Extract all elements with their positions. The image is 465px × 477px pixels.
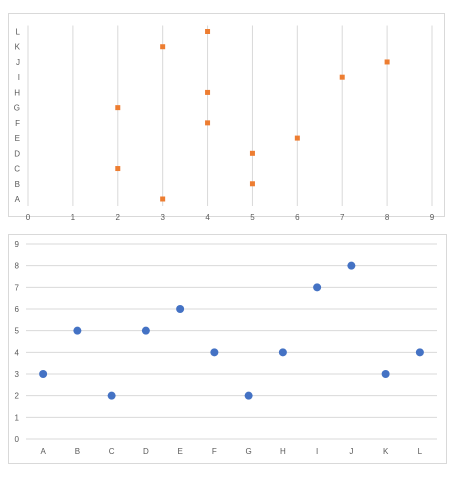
y-category-label: L: [16, 28, 21, 37]
x-tick-label: 4: [205, 213, 210, 222]
x-category-label: H: [280, 447, 286, 456]
data-point-E: [294, 135, 300, 141]
x-category-label: C: [109, 447, 115, 456]
x-category-label: G: [246, 447, 252, 456]
x-category-label: J: [349, 447, 353, 456]
y-tick-label: 6: [15, 305, 20, 314]
data-point-I: [313, 283, 322, 292]
y-tick-label: 9: [15, 240, 20, 249]
data-point-L: [205, 29, 211, 34]
data-point-H: [278, 348, 287, 357]
x-tick-label: 5: [250, 213, 255, 222]
y-tick-label: 4: [15, 348, 20, 357]
data-point-E: [176, 305, 185, 313]
x-tick-label: 6: [295, 213, 300, 222]
y-tick-label: 7: [15, 283, 20, 292]
data-point-C: [115, 166, 121, 172]
y-category-label: C: [14, 165, 20, 174]
y-tick-label: 5: [15, 327, 20, 336]
y-category-label: B: [15, 180, 20, 189]
data-point-B: [73, 326, 82, 335]
data-point-K: [381, 370, 390, 378]
data-point-G: [115, 105, 121, 111]
dot-plot-vertical: 0 1 2 3 4 5 6 7 8 9 A B C D E F G H I J K L: [8, 234, 447, 464]
y-category-label: A: [15, 195, 21, 204]
y-category-label: J: [16, 58, 20, 67]
dot-plot-vertical-svg: 0 1 2 3 4 5 6 7 8 9 A B C D E F G H I J K L: [15, 240, 437, 456]
y-tick-label: 3: [15, 370, 20, 379]
data-point-B: [249, 181, 255, 187]
y-category-label: D: [14, 149, 20, 158]
data-point-F: [210, 348, 219, 357]
data-point-D: [141, 326, 150, 335]
x-category-label: I: [316, 447, 318, 456]
data-point-L: [415, 348, 424, 357]
y-category-label: K: [15, 43, 21, 52]
x-category-label: L: [418, 447, 423, 456]
data-point-K: [160, 44, 166, 50]
data-point-H: [205, 89, 211, 95]
x-category-label: F: [212, 447, 217, 456]
y-tick-label: 2: [15, 392, 20, 401]
data-point-F: [205, 120, 211, 126]
y-tick-label: 8: [15, 262, 20, 271]
x-category-label: D: [143, 447, 149, 456]
x-tick-label: 2: [116, 213, 121, 222]
data-point-G: [244, 391, 253, 400]
x-category-label: B: [75, 447, 80, 456]
x-tick-label: 0: [26, 213, 31, 222]
x-tick-label: 1: [71, 213, 76, 222]
x-category-label: A: [40, 447, 46, 456]
data-point-J: [347, 261, 356, 270]
y-tick-label: 0: [15, 435, 20, 444]
data-point-A: [160, 196, 166, 202]
data-point-A: [39, 370, 48, 378]
x-tick-label: 9: [430, 213, 435, 222]
x-tick-label: 8: [385, 213, 390, 222]
y-category-label: I: [18, 73, 20, 82]
y-category-label: H: [14, 88, 20, 97]
data-point-J: [384, 59, 390, 65]
data-point-D: [249, 150, 255, 156]
x-tick-label: 3: [160, 213, 165, 222]
y-category-label: F: [15, 119, 20, 128]
x-category-label: E: [177, 447, 182, 456]
x-category-label: K: [383, 447, 389, 456]
y-category-label: E: [15, 134, 20, 143]
y-category-label: G: [14, 104, 20, 113]
data-point-C: [107, 391, 116, 400]
y-tick-label: 1: [15, 413, 20, 422]
data-point-I: [339, 74, 345, 80]
x-tick-label: 7: [340, 213, 345, 222]
